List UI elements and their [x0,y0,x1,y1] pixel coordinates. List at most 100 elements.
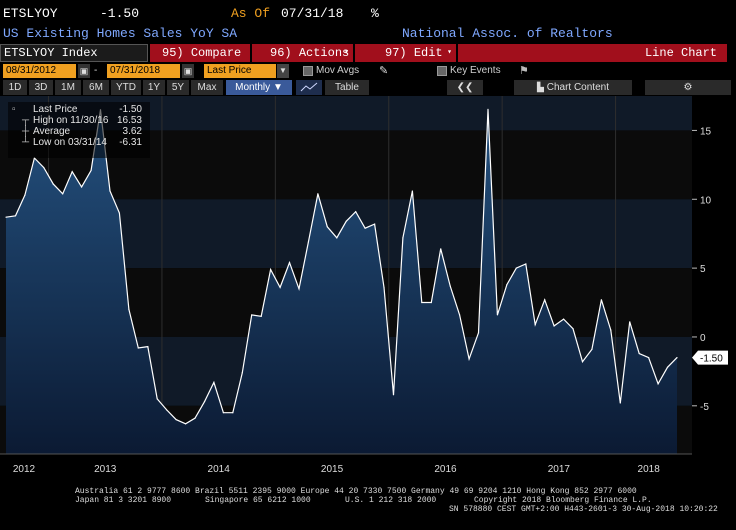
data-point [128,308,130,311]
legend-last: ▫ Last Price -1.50 [8,104,150,115]
data-point [487,108,489,110]
key-events-checkbox[interactable] [437,66,447,76]
pencil-icon[interactable]: ✎ [379,65,389,77]
data-point [270,268,272,271]
calendar-icon[interactable]: ▣ [78,64,90,78]
x-tick-label: 2012 [13,464,36,475]
data-point [251,314,253,316]
range-button-6m[interactable]: 6M [83,80,109,95]
data-point [90,169,92,171]
compare-label: Compare [190,46,242,60]
data-point [591,348,593,350]
last-value-label: -1.50 [700,354,723,365]
as-of-date[interactable]: 07/31/18 [281,6,344,21]
chevron-down-icon[interactable]: ▼ [277,64,289,78]
chevron-down-icon: ▾ [344,48,349,57]
chart-type-label: Line Chart [644,46,717,60]
data-point [553,325,555,327]
legend-low-value: -6.31 [119,137,142,148]
data-point [666,366,669,368]
security-name: US Existing Homes Sales YoY SA [3,26,238,41]
actions-label: Actions [298,46,350,60]
ticker-symbol: ETSLYOY [3,6,58,21]
range-button-1m[interactable]: 1M [55,80,81,95]
gear-icon[interactable]: ⚙ [645,80,731,95]
field-select[interactable]: Last Price [204,64,276,78]
data-point [326,226,328,228]
line-style-icon[interactable] [296,80,322,95]
mov-avgs-checkbox[interactable] [303,66,313,76]
end-date-input[interactable]: 07/31/2018 [107,64,180,78]
legend-last-value: -1.50 [119,104,142,115]
x-axis: 2012 2013 2014 2015 2016 2017 2018 [0,453,736,484]
data-point [383,286,385,288]
line-chart[interactable]: 15 10 5 0 -5 2012 2013 2014 2015 2016 2017 2018 -1… [0,96,736,484]
data-point [421,301,423,304]
key-events-label: Key Events [450,65,501,76]
low-marker-icon: ┴ [22,137,30,148]
y-tick-label: -5 [700,402,709,413]
data-point [14,215,17,217]
data-point [629,321,631,323]
range-button-max[interactable]: Max [191,80,223,95]
table-button[interactable]: Table [325,80,369,95]
frequency-select[interactable]: Monthly ▼ [226,80,292,95]
chart-content-icon: ▙ [537,82,544,92]
range-button-3d[interactable]: 3D [29,80,53,95]
flag-icon[interactable]: ⚑ [519,65,529,77]
data-point [534,323,536,326]
data-point [676,357,678,359]
start-date-input[interactable]: 08/31/2012 [3,64,76,78]
x-tick-label: 2015 [321,464,344,475]
data-point [298,288,300,290]
data-point [147,346,149,348]
data-point [52,183,54,185]
x-tick-label: 2017 [548,464,571,475]
series-line [5,109,678,425]
last-value-marker: -1.50 [692,350,728,365]
data-point [24,194,26,196]
date-separator: - [94,65,98,76]
x-tick-label: 2018 [638,464,661,475]
data-point [430,301,432,304]
x-tick-label: 2014 [208,464,231,475]
actions-num: 96) [270,46,292,60]
data-point [118,212,121,214]
y-tick-label: 0 [700,333,706,344]
data-point [411,190,413,192]
data-point [336,237,338,239]
data-point [440,248,442,250]
actions-menu[interactable]: 96) Actions ▾ [252,44,353,62]
data-point [600,299,602,301]
chart-type-menu[interactable]: Line Chart [458,44,727,62]
chevron-down-icon: ▼ [272,82,283,93]
data-point [184,423,187,425]
legend-average-label: Average [33,126,71,137]
data-point [81,186,83,188]
footer-phone-us: U.S. 1 212 318 2000 [345,496,437,505]
data-point [43,167,45,169]
chart-content-label: Chart Content [546,82,609,93]
menu-bar: ETSLYOY Index 95) Compare 96) Actions ▾ … [0,44,736,62]
data-point [288,262,291,264]
calendar-icon[interactable]: ▣ [182,64,194,78]
chart-content-button[interactable]: ▙ Chart Content [514,80,632,95]
data-point [402,237,404,239]
data-point [459,314,461,316]
range-button-ytd[interactable]: YTD [111,80,141,95]
edit-menu[interactable]: 97) Edit ▾ [355,44,456,62]
collapse-left-icon[interactable]: ❮❮ [447,80,483,95]
title-bar: US Existing Homes Sales YoY SA National … [0,26,736,43]
range-button-1d[interactable]: 1D [3,80,27,95]
compare-menu[interactable]: 95) Compare [150,44,250,62]
range-button-5y[interactable]: 5Y [167,80,189,95]
as-of-label: As Of [231,6,271,21]
range-button-1y[interactable]: 1Y [143,80,165,95]
index-field[interactable]: ETSLYOY Index [0,44,148,62]
data-point [496,314,499,316]
data-point [175,418,177,421]
chart-legend: ▫ Last Price -1.50 ┬ High on 11/30/16 16… [8,102,150,158]
legend-square-icon: ▫ [12,104,16,115]
x-tick-label: 2013 [94,464,117,475]
data-point [5,216,7,218]
